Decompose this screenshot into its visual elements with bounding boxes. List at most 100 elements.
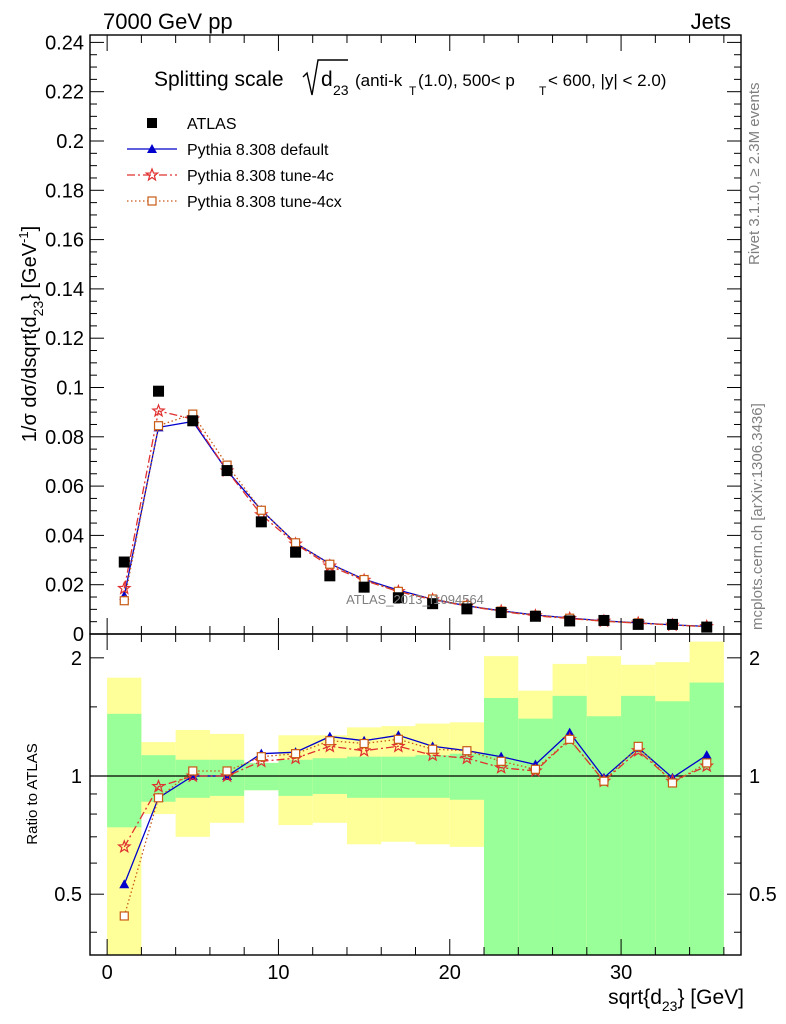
- title-cuts: (anti-k: [355, 71, 403, 90]
- ratio-uncertainty-bands: [90, 641, 741, 955]
- ratio-series-line-1: [123, 738, 707, 848]
- ratio-band-inner: [621, 695, 656, 955]
- title-prefix: Splitting scale: [154, 68, 284, 91]
- ratio-band-inner: [381, 756, 416, 798]
- legend-marker-default: [147, 144, 157, 153]
- main-point-s3-13: [564, 615, 576, 627]
- main-ylabel-sub: 23: [30, 301, 46, 317]
- title-cuts-rest: (1.0), 500< p: [418, 71, 515, 90]
- main-point-s3-15: [632, 618, 644, 630]
- main-ytick-label: 0.06: [45, 476, 84, 498]
- main-ytick-label: 0.14: [45, 279, 84, 301]
- legend-entry-tune-4c: Pythia 8.308 tune-4c: [127, 167, 334, 185]
- legend-entry-default: Pythia 8.308 default: [127, 142, 329, 159]
- legend-entry-atlas: ATLAS: [147, 116, 237, 133]
- energy-label: 7000 GeV pp: [103, 9, 233, 34]
- ratio-point-s2-7: [359, 738, 369, 749]
- ratio-point-s2-15: [633, 741, 643, 751]
- title-var-sub: 23: [333, 82, 349, 98]
- main-point-s2-4: [256, 505, 266, 515]
- ratio-point-s1-0: [116, 839, 132, 854]
- ratio-frame: [89, 633, 742, 956]
- main-point-s2-1: [153, 421, 164, 431]
- ratio-point-s2-17: [702, 758, 712, 768]
- ratio-point-s2-6: [325, 736, 335, 746]
- legend-label-atlas: ATLAS: [187, 116, 237, 133]
- main-point-s3-9: [427, 598, 439, 610]
- title-var: d: [321, 68, 333, 91]
- ratio-point-s2-12: [530, 764, 541, 774]
- legend-label-tune-4cx: Pythia 8.308 tune-4cx: [187, 194, 342, 211]
- ratio-ytick-label: 0.5: [54, 884, 82, 906]
- ratio-point-s2-4: [256, 752, 266, 762]
- ratio-band-inner: [484, 698, 519, 955]
- main-point-s3-8: [392, 592, 404, 604]
- main-point-s3-7: [358, 581, 370, 593]
- svg-text:sqrt{d23} [GeV]: sqrt{d23} [GeV]: [608, 986, 744, 1014]
- main-ytick-label: 0.12: [45, 328, 84, 350]
- ratio-ytick-label-right: 0.5: [749, 884, 777, 906]
- main-panel: 0 0.02 0.04 0.06 0.08 0.1 0.12 0.14 0.16 0.18 0.2 0…: [16, 32, 742, 646]
- ratio-xtick-label: 0: [102, 962, 113, 984]
- main-ytick-label: 0.18: [45, 180, 84, 202]
- ratio-band-inner: [278, 759, 313, 796]
- main-point-s3-11: [495, 607, 507, 619]
- ratio-point-s2-3: [222, 766, 232, 776]
- ratio-point-s2-9: [428, 744, 438, 754]
- title-cuts-sub2: T: [539, 84, 547, 98]
- main-ylabel: 1/σ dσ/dsqrt{d: [19, 316, 41, 442]
- sqrt-symbol: [302, 59, 348, 96]
- ratio-point-s2-11: [496, 756, 506, 766]
- ratio-ytick-label: 1: [71, 766, 82, 788]
- ratio-point-s1-7: [356, 742, 372, 758]
- ratio-panel: 0.5 0.51 12 20 10 20 30 Ratio to ATLAS: [24, 633, 777, 984]
- ratio-band-inner: [655, 701, 690, 955]
- rivet-label-text: Rivet 3.1.10, ≥ 2.3M events: [746, 83, 763, 266]
- plot-title: Splitting scale d 23 (anti-k T (1.0), 50…: [154, 59, 666, 98]
- ratio-point-s2-14: [599, 776, 609, 786]
- ratio-ytick-label: 2: [71, 648, 82, 670]
- main-ytick-label: 0.1: [56, 377, 84, 399]
- legend: ATLAS Pythia 8.308 default Pythia 8.308 …: [127, 116, 342, 211]
- category-label: Jets: [691, 9, 731, 34]
- ratio-ylabel: Ratio to ATLAS: [24, 743, 41, 844]
- ratio-plot-marks: [116, 727, 714, 921]
- main-point-s3-0: [118, 556, 130, 568]
- main-ytick-label: 0: [73, 624, 84, 646]
- ratio-point-s2-0: [119, 911, 129, 921]
- title-cuts-sub: T: [409, 84, 417, 98]
- ratio-point-s2-10: [462, 746, 472, 756]
- ratio-ytick-label-right: 2: [749, 648, 760, 670]
- main-point-s3-5: [290, 546, 302, 558]
- ratio-point-s2-2: [188, 766, 198, 776]
- main-point-s3-17: [701, 621, 713, 633]
- main-point-s3-3: [221, 465, 233, 477]
- rivet-label: Rivet 3.1.10, ≥ 2.3M events: [746, 83, 763, 266]
- main-ylabel-end: } [GeV: [19, 242, 41, 300]
- ratio-point-s2-5: [290, 749, 301, 759]
- legend-entry-tune-4cx: Pythia 8.308 tune-4cx: [127, 194, 342, 211]
- main-ylabel-sup: -1: [16, 231, 31, 243]
- ratio-point-s2-8: [393, 734, 403, 744]
- ratio-xtick-label: 30: [610, 962, 632, 984]
- main-plot-marks: [116, 385, 715, 633]
- ratio-xtick-label: 20: [439, 962, 461, 984]
- main-ytick-label: 0.22: [45, 82, 84, 104]
- main-ylabel-close: ]: [19, 226, 41, 232]
- legend-label-tune-4c: Pythia 8.308 tune-4c: [187, 168, 334, 185]
- main-point-s3-14: [598, 614, 610, 626]
- ratio-point-s1-8: [391, 738, 406, 753]
- legend-marker-atlas: [147, 118, 157, 128]
- ratio-point-s2-13: [565, 734, 575, 744]
- analysis-watermark: ATLAS_2013_I1094564: [346, 592, 484, 607]
- xlabel-end: } [GeV]: [677, 986, 744, 1009]
- main-point-s3-1: [153, 385, 165, 397]
- x-axis-label: sqrt{d23} [GeV]: [608, 986, 744, 1014]
- main-ytick-label: 0.2: [56, 131, 84, 153]
- ratio-band-inner: [107, 713, 142, 828]
- main-ytick-label: 0.04: [45, 525, 84, 547]
- main-point-s1-0: [116, 580, 132, 595]
- ratio-xtick-label: 10: [267, 962, 289, 984]
- ratio-y-axis-label: Ratio to ATLAS: [24, 743, 41, 844]
